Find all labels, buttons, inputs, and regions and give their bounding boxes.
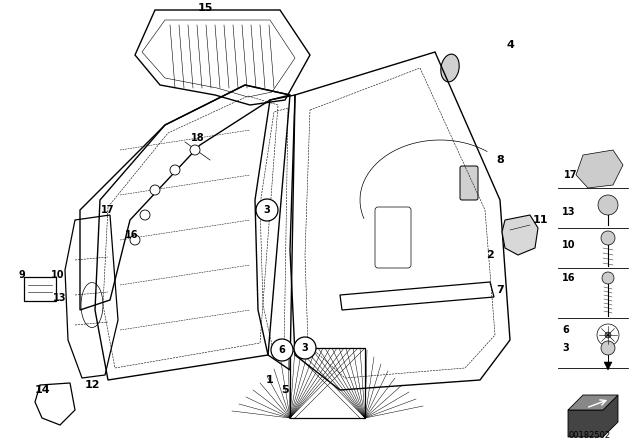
Circle shape: [271, 339, 293, 361]
Text: 13: 13: [562, 207, 575, 217]
FancyBboxPatch shape: [460, 166, 478, 200]
Text: 12: 12: [84, 380, 100, 390]
Text: 10: 10: [562, 240, 575, 250]
Text: 3: 3: [301, 343, 308, 353]
Text: 4: 4: [506, 40, 514, 50]
Circle shape: [602, 272, 614, 284]
Text: 6: 6: [562, 325, 569, 335]
Bar: [290, 348, 365, 418]
Text: 15: 15: [197, 3, 212, 13]
Text: 00182502: 00182502: [569, 431, 611, 439]
Polygon shape: [502, 215, 538, 255]
Text: 3: 3: [264, 205, 270, 215]
Circle shape: [294, 337, 316, 359]
Circle shape: [597, 324, 619, 346]
Text: 10: 10: [51, 270, 65, 280]
Circle shape: [256, 199, 278, 221]
Text: 6: 6: [278, 345, 285, 355]
Circle shape: [601, 341, 615, 355]
Circle shape: [140, 210, 150, 220]
Polygon shape: [568, 395, 618, 410]
Text: 5: 5: [281, 385, 289, 395]
Circle shape: [605, 332, 611, 338]
Text: 16: 16: [125, 230, 139, 240]
Text: 17: 17: [101, 205, 115, 215]
Text: 17: 17: [564, 170, 577, 180]
Polygon shape: [576, 150, 623, 188]
Text: 11: 11: [532, 215, 548, 225]
Text: 2: 2: [486, 250, 494, 260]
Text: 9: 9: [19, 270, 26, 280]
Text: 8: 8: [496, 155, 504, 165]
Circle shape: [150, 185, 160, 195]
Text: 18: 18: [191, 133, 205, 143]
Text: 7: 7: [496, 285, 504, 295]
Text: 14: 14: [34, 385, 50, 395]
Polygon shape: [604, 362, 612, 370]
Circle shape: [130, 235, 140, 245]
Polygon shape: [568, 395, 618, 437]
Text: 1: 1: [266, 375, 274, 385]
Text: 13: 13: [53, 293, 67, 303]
Circle shape: [190, 145, 200, 155]
Text: 16: 16: [562, 273, 575, 283]
Text: 3: 3: [562, 343, 569, 353]
Ellipse shape: [441, 54, 459, 82]
Circle shape: [601, 231, 615, 245]
Circle shape: [598, 195, 618, 215]
Circle shape: [170, 165, 180, 175]
